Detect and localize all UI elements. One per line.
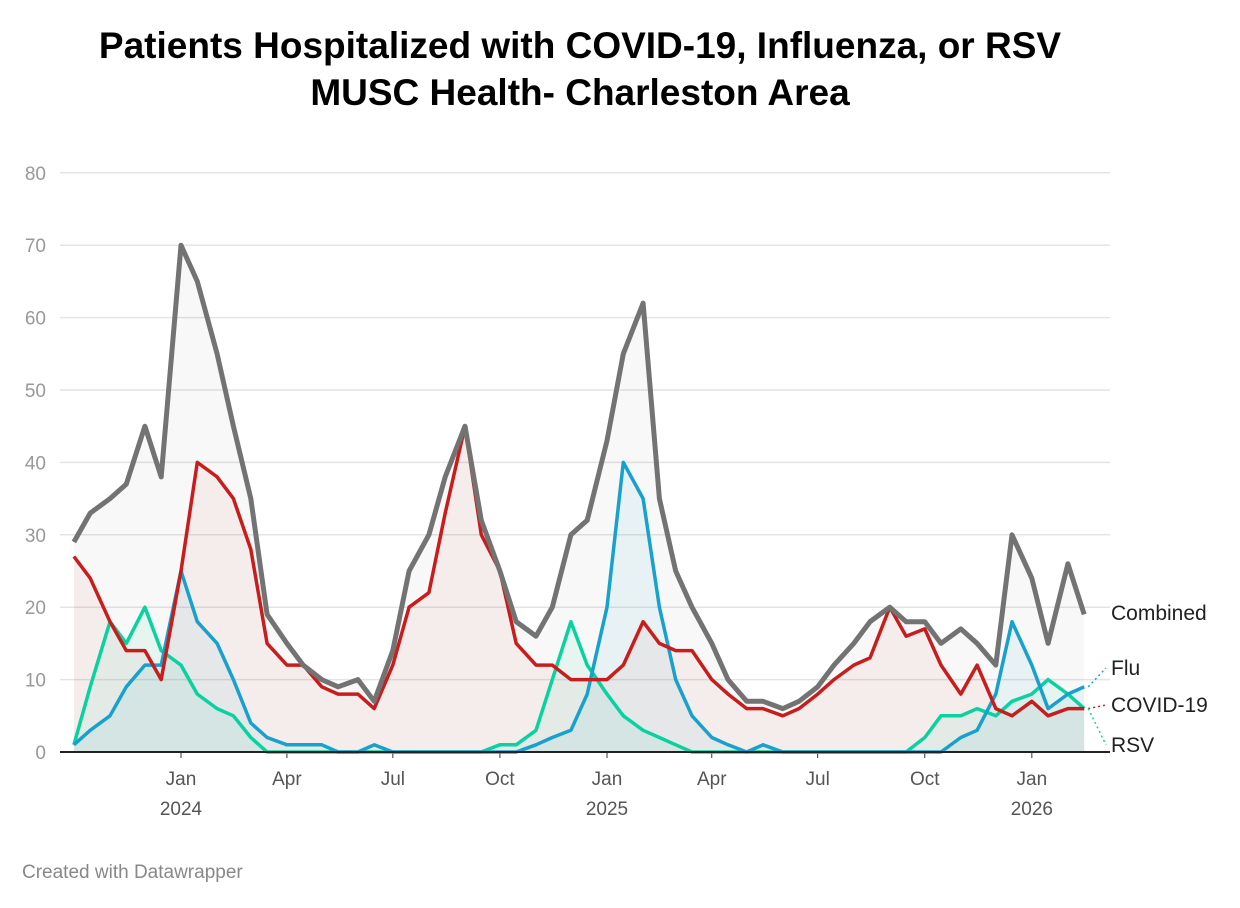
y-tick-label: 10: [25, 671, 46, 692]
y-tick-label: 70: [25, 236, 46, 257]
label-connector: [1087, 708, 1107, 746]
x-tick-year: 2026: [1011, 799, 1053, 820]
title: Patients Hospitalized with COVID-19, Inf…: [98, 25, 1062, 66]
label-connector: [1087, 667, 1107, 688]
series-line-covid-19: [72, 424, 1085, 718]
y-tick-label: 0: [35, 743, 46, 764]
x-tick-year: 2025: [586, 799, 628, 820]
series-label-combined: Combined: [1111, 602, 1207, 625]
y-tick-label: 80: [25, 164, 46, 185]
x-tick-label: Apr: [272, 769, 302, 790]
footer-credit: Created with Datawrapper: [22, 862, 243, 883]
y-tick-label: 50: [25, 381, 46, 402]
x-tick-year: 2024: [160, 799, 203, 820]
x-tick-label: Jan: [592, 769, 623, 790]
x-tick-label: Oct: [910, 769, 940, 790]
x-tick-label: Jul: [381, 769, 405, 790]
chart-title: Patients Hospitalized with COVID-19, Inf…: [0, 22, 1160, 116]
series-line-rsv: [72, 605, 1086, 754]
series-label-flu: Flu: [1111, 657, 1140, 680]
y-tick-label: 40: [25, 453, 46, 474]
y-tick-label: 20: [25, 598, 46, 619]
series-label-rsv: RSV: [1111, 734, 1154, 757]
area-combined: [73, 245, 1085, 752]
label-connector: [1088, 704, 1107, 710]
x-tick-label: Oct: [485, 769, 515, 790]
series-label-covid-19: COVID-19: [1111, 694, 1208, 717]
y-tick-label: 60: [25, 309, 46, 330]
subtitle: MUSC Health- Charleston Area: [310, 72, 850, 113]
y-tick-label: 30: [25, 526, 46, 547]
area-flu: [73, 462, 1085, 752]
x-tick-label: Jan: [1017, 769, 1048, 790]
x-tick-label: Jul: [806, 769, 830, 790]
series-line-combined: [71, 242, 1087, 712]
x-tick-label: Jan: [166, 769, 197, 790]
x-tick-label: Apr: [697, 769, 727, 790]
